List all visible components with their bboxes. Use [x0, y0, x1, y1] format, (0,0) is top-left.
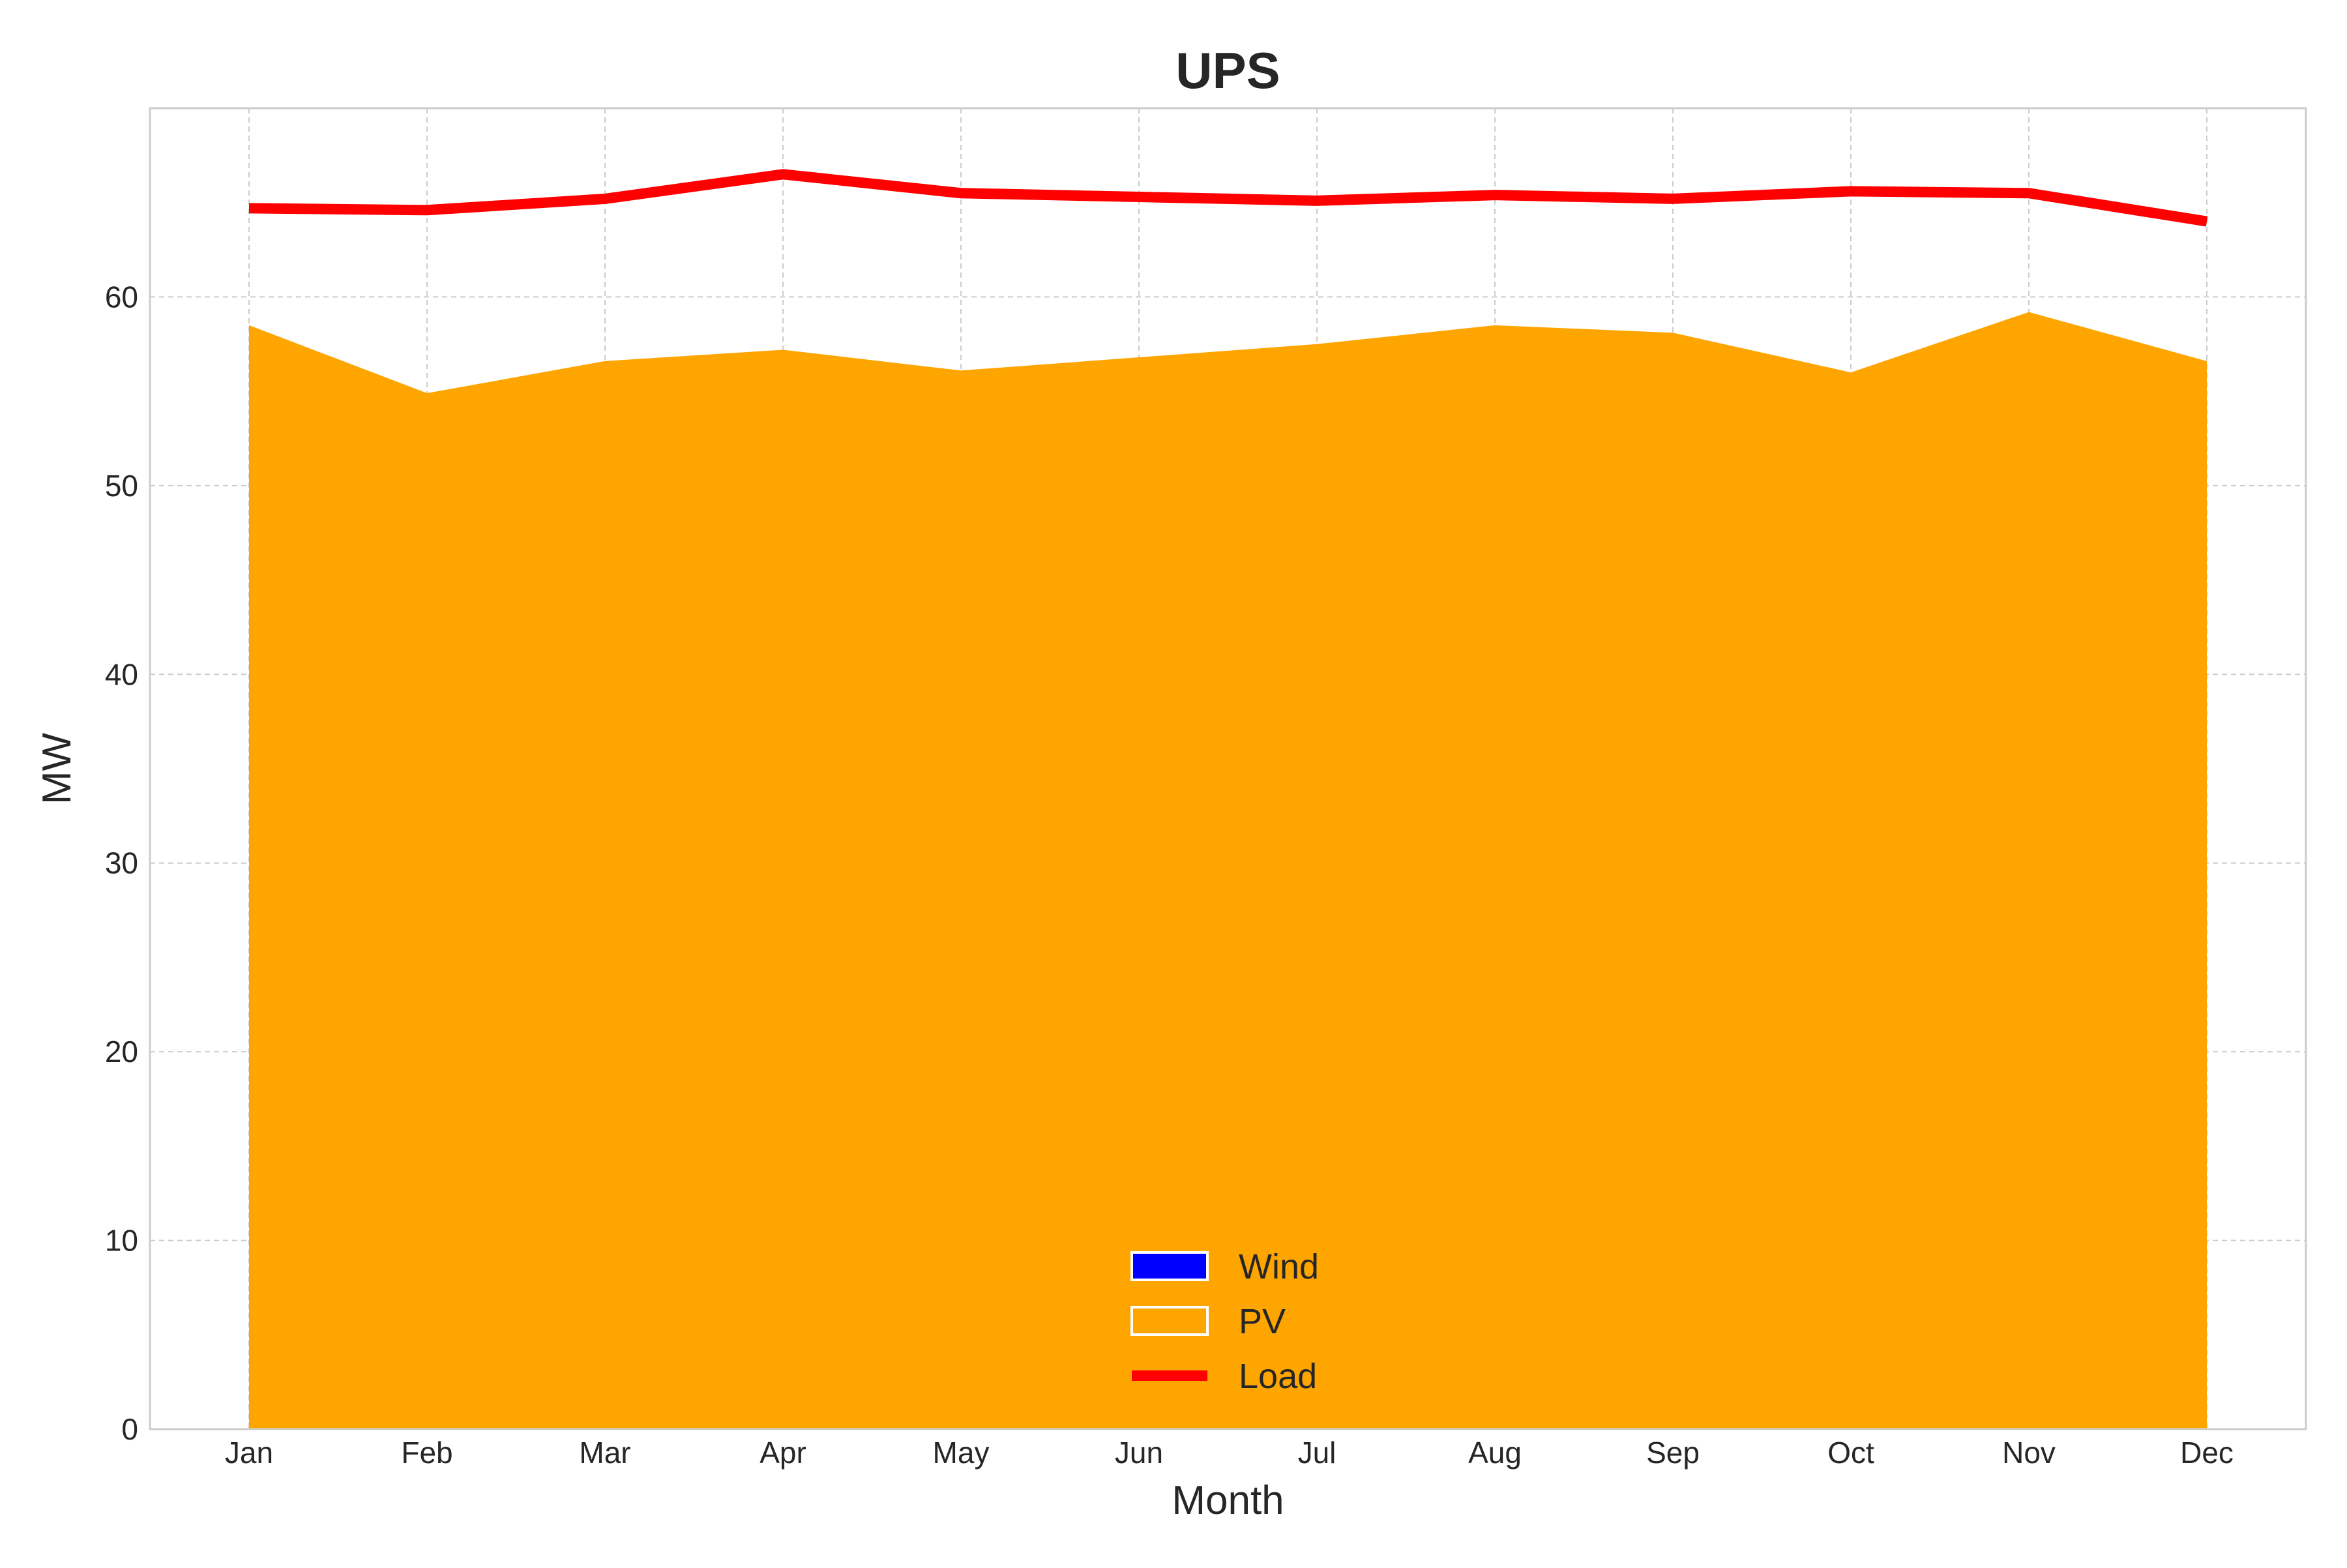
- area-layer: [249, 312, 2207, 1429]
- legend-label: Wind: [1239, 1247, 1319, 1286]
- legend-swatch: [1132, 1252, 1207, 1280]
- x-axis-label: Month: [1172, 1478, 1284, 1523]
- legend-label: PV: [1239, 1302, 1286, 1341]
- x-tick-label: Sep: [1646, 1436, 1700, 1470]
- legend-label: Load: [1239, 1357, 1317, 1396]
- y-tick-label: 10: [105, 1224, 138, 1258]
- y-tick-label: 30: [105, 846, 138, 880]
- y-tick-label: 40: [105, 657, 138, 691]
- line-layer: [249, 174, 2207, 222]
- chart-title: UPS: [1175, 42, 1280, 99]
- x-tick-label: Oct: [1827, 1436, 1874, 1470]
- x-tick-label: Nov: [2002, 1436, 2056, 1470]
- x-tick-label: Jan: [225, 1436, 273, 1470]
- x-tick-label: Feb: [401, 1436, 452, 1470]
- legend-swatch: [1132, 1307, 1207, 1335]
- x-tick-label: Jun: [1115, 1436, 1163, 1470]
- area-pv: [249, 312, 2207, 1429]
- y-tick-label: 50: [105, 469, 138, 503]
- y-tick-label: 20: [105, 1035, 138, 1069]
- x-tick-label: Jul: [1298, 1436, 1336, 1470]
- y-tick-label: 0: [121, 1412, 138, 1446]
- x-tick-label: Mar: [579, 1436, 630, 1470]
- x-tick-label: May: [933, 1436, 990, 1470]
- x-tick-label: Aug: [1468, 1436, 1522, 1470]
- line-load: [249, 174, 2207, 221]
- y-tick-label: 60: [105, 280, 138, 314]
- y-axis-label: MW: [35, 732, 80, 805]
- x-tick-label: Dec: [2180, 1436, 2234, 1470]
- x-tick-label: Apr: [760, 1436, 806, 1470]
